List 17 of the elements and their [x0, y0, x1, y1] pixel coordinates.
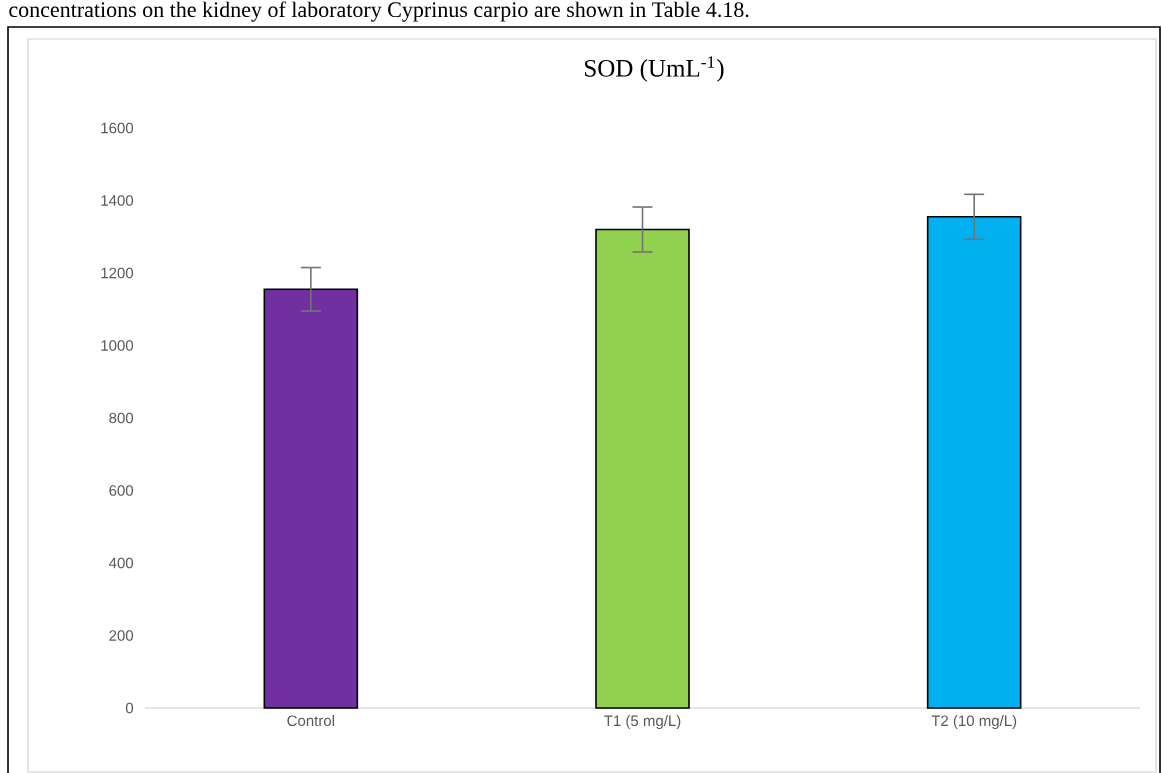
text: concentrations on the kidney of laboratory Cyprinus carpio are shown in Table 4.18.: [9, 1, 749, 22]
x-tick-label: T2 (10 mg/L): [931, 715, 1017, 730]
y-tick-label: 600: [109, 485, 134, 496]
y-tick-label: 400: [108, 557, 134, 569]
bar: [926, 216, 1022, 709]
y-tick-label: 200: [109, 630, 134, 641]
bar: [595, 228, 690, 709]
y-tick-label: 1000: [101, 340, 134, 351]
y-tick-label: 0: [125, 702, 134, 714]
y-tick-label: 1200: [101, 267, 134, 279]
y-tick-label: 1400: [101, 195, 134, 206]
chart-title: SOD (UmL$^{-1}$): [585, 56, 724, 82]
y-tick-label: 1600: [101, 122, 134, 134]
y-tick-label: 800: [109, 412, 134, 424]
bar: [263, 288, 359, 709]
x-tick-label: Control: [287, 715, 334, 727]
x-tick-label: T1 (5 mg/L): [604, 715, 681, 730]
